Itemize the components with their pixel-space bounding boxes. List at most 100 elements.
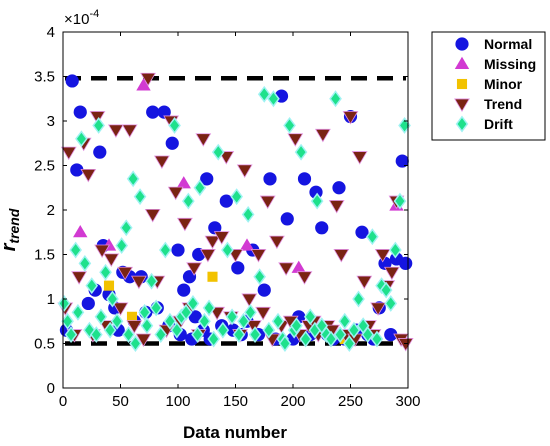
x-tick-label: 50 xyxy=(112,393,129,410)
y-tick-label: 0.5 xyxy=(34,336,55,353)
y-tick-label: 4 xyxy=(47,24,55,41)
point-trend xyxy=(296,271,313,285)
point-drift xyxy=(237,312,250,330)
point-drift xyxy=(179,303,193,321)
point-normal xyxy=(81,296,95,311)
point-drift xyxy=(193,179,207,197)
point-drift xyxy=(230,188,243,206)
point-trend xyxy=(108,124,124,138)
point-drift xyxy=(126,170,140,188)
point-normal xyxy=(309,185,323,199)
point-drift xyxy=(61,312,74,330)
point-drift xyxy=(186,294,200,312)
x-tick-label: 200 xyxy=(280,393,305,410)
point-trend xyxy=(71,271,87,285)
point-trend xyxy=(154,155,170,170)
point-trend xyxy=(342,111,359,125)
point-drift xyxy=(78,254,92,272)
point-trend xyxy=(103,253,120,267)
point-trend xyxy=(250,249,267,263)
point-drift xyxy=(170,321,184,339)
point-drift xyxy=(216,321,230,339)
x-tick-label: 0 xyxy=(59,393,67,410)
point-trend xyxy=(278,262,294,276)
point-drift xyxy=(389,241,402,259)
point-drift xyxy=(83,321,96,339)
point-trend xyxy=(89,111,106,125)
point-normal xyxy=(73,105,87,119)
point-trend xyxy=(204,235,221,250)
x-tick-label: 150 xyxy=(223,393,248,410)
legend-label-minor: Minor xyxy=(484,76,523,92)
legend-label-drift: Drift xyxy=(484,116,513,132)
point-trend xyxy=(186,262,202,276)
point-drift xyxy=(99,263,112,281)
legend-marker-trend xyxy=(454,98,470,112)
x-tick-label: 300 xyxy=(395,393,420,410)
point-trend xyxy=(94,244,110,259)
point-drift xyxy=(182,192,195,210)
point-drift xyxy=(248,326,262,344)
y-tick-label: 3 xyxy=(47,113,55,130)
point-drift xyxy=(115,237,128,255)
point-drift xyxy=(198,312,211,330)
point-trend xyxy=(121,124,138,138)
point-drift xyxy=(333,326,347,344)
x-axis-ticks: 0 50 100 150 200 250 300 xyxy=(59,32,421,410)
point-missing xyxy=(73,225,88,238)
point-drift xyxy=(393,192,407,210)
point-trend xyxy=(269,235,285,250)
point-trend xyxy=(246,320,262,334)
point-normal xyxy=(208,221,222,235)
point-drift xyxy=(168,117,181,134)
point-drift xyxy=(145,272,158,290)
legend-marker-normal xyxy=(455,37,469,51)
point-normal xyxy=(177,283,191,297)
point-drift xyxy=(110,312,124,330)
point-trend xyxy=(135,333,152,348)
point-trend xyxy=(287,133,304,147)
point-trend xyxy=(117,266,133,281)
point-trend xyxy=(397,338,414,352)
point-normal xyxy=(384,328,398,342)
point-trend xyxy=(167,186,184,201)
point-drift xyxy=(122,326,135,344)
legend: Normal Missing Minor Trend Drift xyxy=(431,31,546,141)
legend-label-missing: Missing xyxy=(484,56,536,72)
point-drift xyxy=(384,294,398,312)
point-normal xyxy=(263,172,277,186)
point-drift xyxy=(71,303,85,321)
point-trend xyxy=(259,195,276,210)
point-trend xyxy=(356,275,373,290)
point-normal xyxy=(280,212,294,226)
point-drift xyxy=(191,326,204,344)
point-drift xyxy=(225,308,239,326)
point-drift xyxy=(94,308,108,326)
y-exponent-label: ×10-4 xyxy=(64,8,99,28)
point-normal xyxy=(355,225,369,239)
point-trend xyxy=(140,72,156,87)
point-missing xyxy=(291,260,306,273)
point-normal xyxy=(157,105,171,119)
point-trend xyxy=(126,320,143,334)
point-trend xyxy=(177,217,193,232)
point-drift xyxy=(64,326,78,344)
point-drift xyxy=(294,143,308,161)
y-axis-ticks: 0 0.5 1 1.5 2 2.5 3 3.5 4 xyxy=(34,24,408,397)
point-drift xyxy=(163,312,177,330)
point-drift xyxy=(343,335,356,352)
point-trend xyxy=(112,302,129,316)
point-normal xyxy=(93,145,107,159)
point-drift xyxy=(75,130,88,148)
point-minor xyxy=(126,311,138,322)
point-drift xyxy=(338,312,352,330)
point-trend xyxy=(144,209,161,223)
point-drift xyxy=(154,326,168,344)
y-tick-label: 1.5 xyxy=(34,247,55,264)
point-drift xyxy=(257,85,271,103)
point-trend xyxy=(195,133,212,147)
y-tick-label: 2.5 xyxy=(34,158,55,175)
point-trend xyxy=(60,146,77,161)
point-drift xyxy=(90,326,103,344)
point-trend xyxy=(351,151,368,165)
